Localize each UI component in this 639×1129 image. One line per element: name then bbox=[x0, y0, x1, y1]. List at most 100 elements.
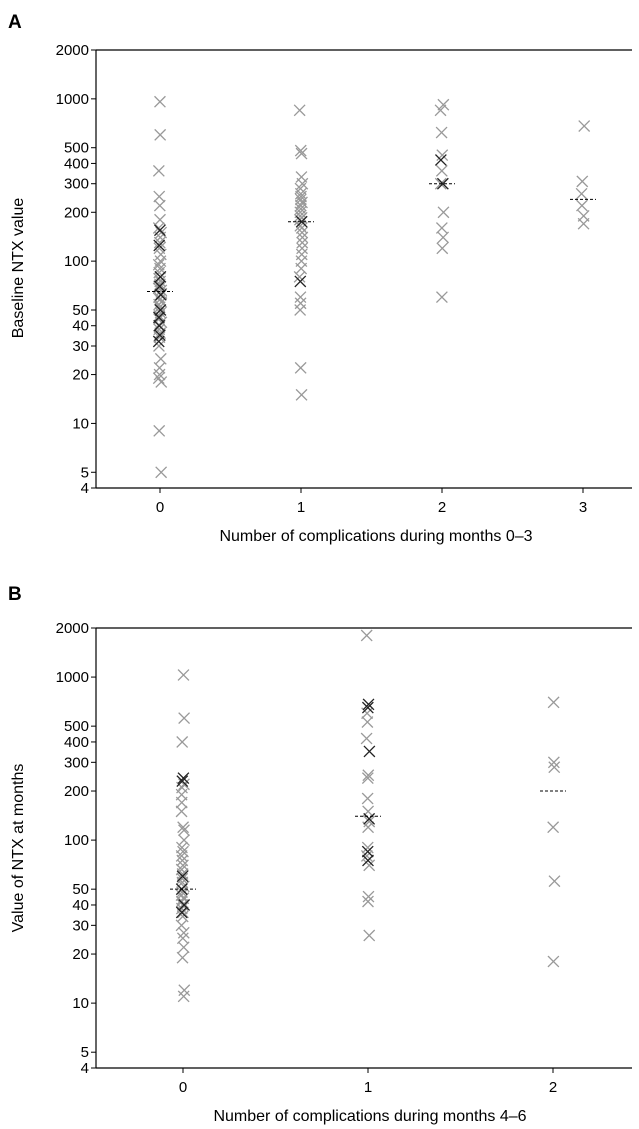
y-tick-label: 50 bbox=[72, 302, 89, 319]
y-tick-label: 5 bbox=[81, 1044, 89, 1061]
data-point bbox=[575, 187, 588, 200]
data-point bbox=[437, 231, 450, 244]
data-point bbox=[547, 821, 560, 834]
data-point bbox=[177, 821, 190, 834]
data-point bbox=[155, 226, 168, 239]
y-tick-label: 300 bbox=[64, 176, 89, 193]
data-point bbox=[360, 732, 373, 745]
y-tick-label: 30 bbox=[72, 338, 89, 355]
data-point bbox=[177, 941, 190, 954]
data-point bbox=[363, 929, 376, 942]
data-point bbox=[175, 849, 188, 862]
data-point bbox=[296, 226, 308, 239]
data-point-dark bbox=[175, 906, 188, 919]
data-point bbox=[296, 196, 308, 209]
data-point bbox=[361, 792, 374, 805]
x-axis-title: Number of complications during months 4–… bbox=[213, 1108, 526, 1125]
data-point bbox=[153, 199, 166, 212]
panel-letter: A bbox=[8, 12, 22, 33]
y-tick-label: 10 bbox=[72, 995, 89, 1012]
y-tick-label: 2000 bbox=[56, 42, 89, 59]
data-point bbox=[435, 164, 448, 177]
data-point-dark bbox=[177, 772, 190, 785]
data-point bbox=[153, 340, 165, 352]
data-point-dark bbox=[362, 854, 374, 867]
y-tick-label: 400 bbox=[64, 734, 89, 751]
y-tick-label: 4 bbox=[81, 480, 89, 497]
data-point bbox=[177, 859, 189, 872]
y-tick-label: 2000 bbox=[56, 620, 89, 637]
y-tick-label: 30 bbox=[72, 917, 89, 934]
y-tick-label: 4 bbox=[81, 1060, 89, 1077]
data-point-dark bbox=[436, 177, 449, 190]
data-point bbox=[154, 352, 167, 365]
data-point-dark bbox=[153, 319, 166, 332]
data-point bbox=[362, 769, 375, 782]
data-point-dark bbox=[361, 845, 374, 858]
data-point bbox=[176, 868, 189, 880]
data-point-dark bbox=[152, 311, 165, 324]
data-point bbox=[296, 236, 309, 249]
y-tick-label: 5 bbox=[81, 464, 89, 481]
x-tick-label: 2 bbox=[438, 499, 446, 516]
data-point-dark bbox=[153, 224, 166, 237]
data-point-dark bbox=[178, 899, 191, 911]
data-point bbox=[547, 756, 560, 769]
data-point-dark bbox=[363, 812, 376, 825]
data-point-dark bbox=[152, 335, 165, 348]
data-point bbox=[155, 466, 168, 479]
data-point bbox=[362, 895, 374, 908]
y-tick-label: 50 bbox=[72, 881, 89, 898]
data-point bbox=[153, 242, 166, 255]
data-point bbox=[175, 805, 188, 818]
data-point bbox=[295, 388, 308, 401]
data-point bbox=[294, 304, 307, 316]
data-point-dark bbox=[361, 701, 374, 714]
y-tick-label: 200 bbox=[64, 783, 89, 800]
panel-letter: B bbox=[8, 584, 22, 605]
data-point bbox=[176, 854, 189, 867]
data-point bbox=[152, 164, 165, 177]
data-point bbox=[576, 175, 589, 188]
y-tick-label: 200 bbox=[64, 204, 89, 221]
data-point-dark bbox=[294, 275, 307, 288]
y-tick-label: 10 bbox=[72, 415, 89, 432]
data-point bbox=[294, 144, 307, 157]
data-point-dark bbox=[434, 154, 447, 166]
y-axis-title: Baseline NTX value bbox=[10, 198, 27, 339]
data-point bbox=[360, 629, 373, 642]
data-point bbox=[175, 919, 188, 932]
data-point bbox=[547, 955, 560, 968]
x-tick-label: 1 bbox=[297, 499, 305, 516]
data-point bbox=[177, 990, 190, 1003]
y-tick-label: 40 bbox=[72, 318, 89, 335]
data-point-dark bbox=[295, 215, 308, 228]
data-point bbox=[578, 120, 591, 132]
x-tick-label: 1 bbox=[364, 1079, 372, 1096]
data-point bbox=[176, 841, 188, 854]
data-point bbox=[295, 147, 308, 160]
data-point bbox=[434, 104, 447, 117]
y-tick-label: 40 bbox=[72, 897, 89, 914]
data-point bbox=[360, 849, 373, 862]
data-point bbox=[437, 98, 450, 111]
y-tick-label: 300 bbox=[64, 754, 89, 771]
x-tick-label: 2 bbox=[549, 1079, 557, 1096]
data-point bbox=[361, 716, 374, 728]
data-point bbox=[296, 231, 309, 244]
data-point bbox=[548, 761, 561, 774]
data-point bbox=[153, 190, 166, 203]
data-point-dark bbox=[363, 745, 376, 758]
data-point bbox=[362, 890, 375, 903]
y-tick-label: 1000 bbox=[56, 669, 89, 686]
data-point bbox=[361, 772, 374, 785]
data-point bbox=[154, 262, 166, 275]
y-tick-label: 500 bbox=[64, 718, 89, 735]
data-point bbox=[435, 126, 448, 139]
y-tick-label: 500 bbox=[64, 140, 89, 157]
y-axis-title: Value of NTX at months bbox=[10, 764, 27, 933]
y-tick-label: 100 bbox=[64, 832, 89, 849]
data-point bbox=[178, 824, 190, 837]
